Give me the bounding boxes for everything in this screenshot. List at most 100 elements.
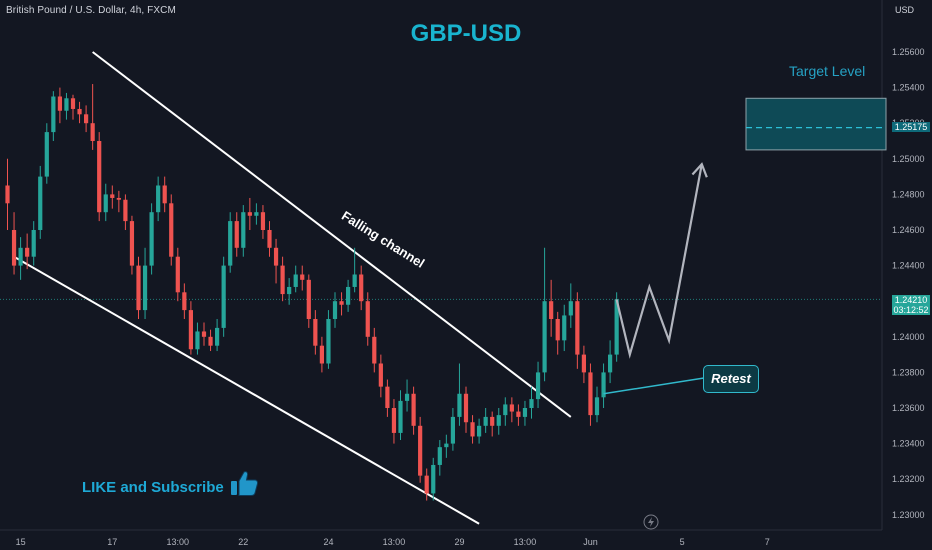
candle-body [581, 354, 586, 373]
candle-body [437, 447, 442, 465]
last-price-badge: 1.24210 03:12:52 [892, 295, 930, 315]
candle-body [25, 247, 30, 257]
candle-body [391, 408, 397, 433]
y-tick-label: 1.25400 [892, 83, 925, 93]
candle-body [411, 393, 416, 426]
candle-body [241, 212, 246, 248]
candle-body [169, 203, 174, 257]
x-tick-label: 17 [107, 537, 117, 547]
candle-body [5, 185, 10, 204]
axis-currency: USD [895, 5, 915, 15]
candle-body [64, 98, 69, 111]
candle-body [228, 221, 233, 266]
candle-body [44, 132, 49, 177]
candle-body [326, 319, 331, 364]
candle-body [18, 247, 23, 266]
channel-lower-line [13, 255, 480, 525]
candle-body [51, 96, 56, 133]
last-price-value: 1.24210 [894, 295, 928, 305]
x-tick-label: 22 [238, 537, 248, 547]
candle-body [614, 299, 619, 355]
y-tick-label: 1.24800 [892, 189, 925, 199]
candle-body [182, 292, 187, 311]
projection-arrowhead [691, 162, 708, 178]
candle-body [522, 408, 528, 417]
retest-callout: Retest [703, 365, 759, 393]
price-axis-panel [882, 0, 932, 550]
candle-body [97, 141, 102, 213]
y-tick-label: 1.25600 [892, 47, 925, 57]
candle-body [588, 372, 593, 416]
y-tick-label: 1.23200 [892, 474, 925, 484]
candle-body [254, 212, 259, 216]
thumbs-up-icon [231, 471, 259, 496]
candle-body [162, 185, 167, 204]
candle-body [372, 336, 377, 364]
candle-body [470, 422, 475, 437]
x-tick-label: 29 [454, 537, 464, 547]
candle-body [398, 400, 403, 433]
candle-body [260, 212, 266, 230]
x-tick-label: 13:00 [514, 537, 537, 547]
candle-body [457, 393, 462, 417]
target-price-badge: 1.25175 [892, 122, 930, 132]
candle-body [38, 176, 43, 230]
symbol-header: British Pound / U.S. Dollar, 4h, FXCM [6, 5, 176, 16]
candle-body [450, 416, 455, 444]
candle-body [516, 411, 521, 417]
candle-body [424, 475, 429, 494]
x-tick-label: 13:00 [167, 537, 190, 547]
candle-body [116, 197, 121, 200]
y-tick-label: 1.23800 [892, 367, 925, 377]
y-tick-label: 1.23400 [892, 439, 925, 449]
candle-body [156, 185, 161, 213]
candle-body [142, 265, 148, 311]
candle-body [208, 336, 213, 346]
candle-body [463, 393, 469, 423]
candle-body [490, 416, 495, 426]
x-tick-label: Jun [583, 537, 598, 547]
candle-body [346, 286, 351, 305]
candle-body [608, 354, 613, 373]
candle-body [221, 265, 226, 328]
candle-body [568, 301, 573, 316]
candle-body [562, 315, 567, 341]
x-tick-label: 13:00 [383, 537, 406, 547]
candle-body [57, 96, 62, 111]
candle-body [535, 372, 541, 400]
candle-body [70, 98, 76, 109]
candle-body [280, 265, 285, 295]
candle-body [404, 393, 410, 401]
target-level-label: Target Level [789, 63, 866, 79]
chart-title: GBP-USD [410, 20, 522, 47]
candle-body [319, 345, 324, 364]
candle-body [273, 247, 279, 266]
candle-body [293, 274, 298, 287]
candle-body [444, 443, 449, 448]
candle-body [594, 397, 600, 416]
x-tick-label: 24 [323, 537, 333, 547]
countdown-value: 03:12:52 [893, 305, 929, 315]
candle-body [306, 279, 311, 319]
y-tick-label: 1.24400 [892, 261, 925, 271]
candle-body [201, 331, 207, 337]
candle-body [129, 221, 135, 266]
y-tick-label: 1.24600 [892, 225, 925, 235]
candle-body [123, 199, 128, 222]
candle-body [175, 256, 180, 293]
y-tick-label: 1.25000 [892, 154, 925, 164]
y-tick-label: 1.23000 [892, 510, 925, 520]
candle-body [110, 194, 115, 198]
candle-body [378, 363, 383, 387]
candle-body [313, 319, 318, 346]
candle-body [215, 327, 220, 346]
candle-body [136, 265, 141, 311]
candle-body [529, 399, 534, 408]
candle-body [339, 301, 344, 305]
candle-body [287, 286, 292, 295]
candle-body [477, 425, 482, 437]
retest-connector [603, 377, 705, 395]
x-tick-label: 15 [16, 537, 26, 547]
candle-body [431, 464, 436, 494]
